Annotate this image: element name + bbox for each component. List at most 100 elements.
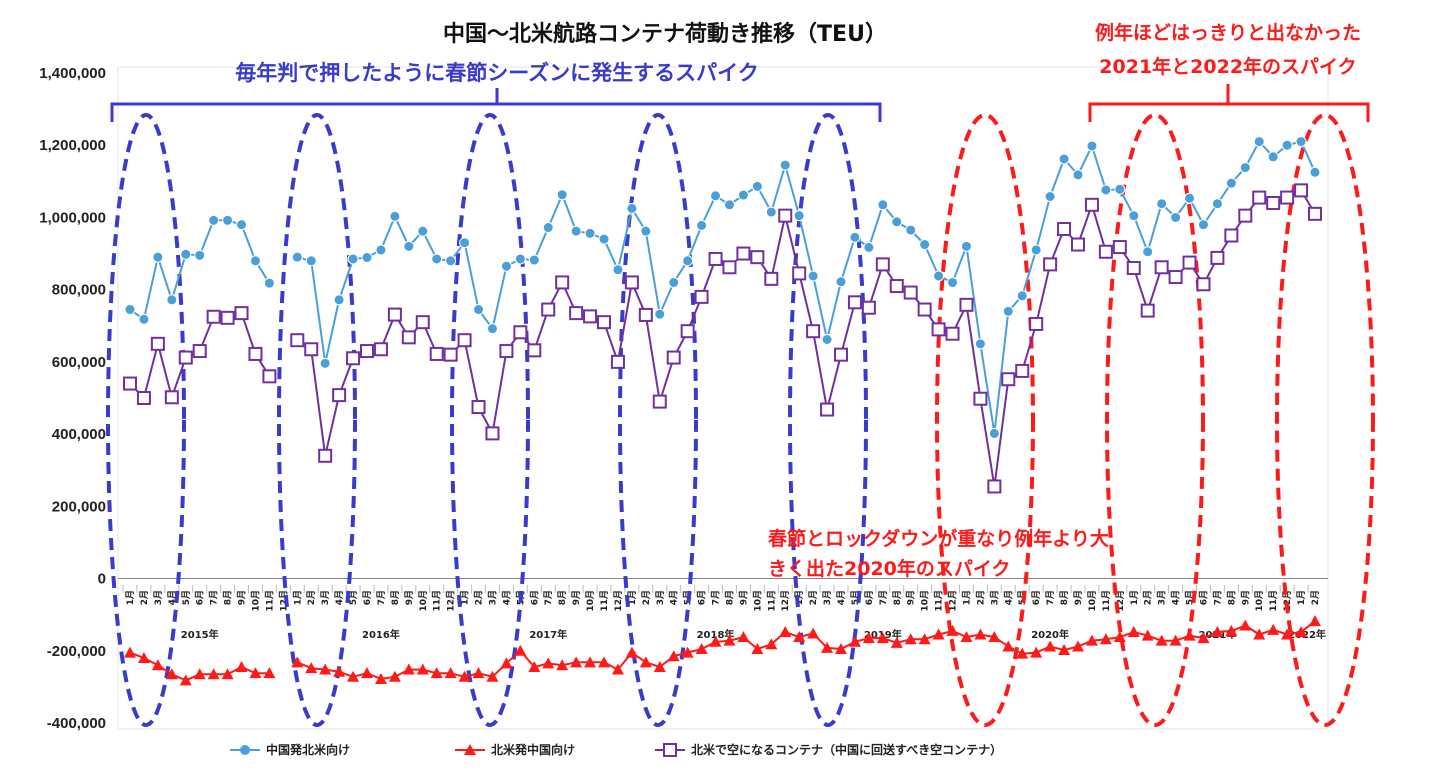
x-tick-label: 7月 xyxy=(543,590,554,605)
data-point xyxy=(542,657,555,669)
data-point xyxy=(946,624,959,636)
x-tick-label: 6月 xyxy=(195,590,206,605)
series-layer xyxy=(123,136,1322,686)
x-tick-label: 4月 xyxy=(1003,590,1014,605)
data-point xyxy=(1044,191,1056,202)
data-point xyxy=(723,199,735,211)
data-point xyxy=(1071,237,1085,252)
x-tick-label: 10月 xyxy=(752,590,763,612)
data-point xyxy=(891,216,903,228)
data-point xyxy=(1253,136,1265,148)
x-tick-label: 2月 xyxy=(975,590,986,605)
data-point xyxy=(750,250,765,265)
data-point xyxy=(458,670,471,682)
data-point xyxy=(1225,624,1238,636)
data-point xyxy=(751,642,764,654)
data-point xyxy=(1058,644,1071,656)
data-point xyxy=(1211,198,1223,210)
x-tick-label: 3月 xyxy=(1157,590,1168,605)
data-point xyxy=(499,344,514,359)
data-point xyxy=(680,324,695,339)
data-point xyxy=(821,641,834,653)
data-point xyxy=(1267,623,1280,635)
x-tick-label: 8月 xyxy=(1226,590,1237,605)
spike-ellipse-blue xyxy=(450,113,530,727)
data-point xyxy=(291,656,304,668)
data-point xyxy=(1001,372,1016,387)
data-point xyxy=(849,231,861,243)
y-tick-label: -200,000 xyxy=(47,643,106,660)
data-point xyxy=(387,307,402,322)
x-tick-label: 12月 xyxy=(780,590,791,612)
data-point xyxy=(138,313,150,325)
x-tick-label: 1月 xyxy=(292,590,303,605)
data-point xyxy=(220,310,235,325)
data-point xyxy=(862,632,875,644)
chart-title: 中国～北米航路コンテナ荷動き推移（TEU） xyxy=(443,21,887,47)
x-tick-label: 10月 xyxy=(1087,590,1098,612)
x-tick-label: 3月 xyxy=(320,590,331,605)
data-point xyxy=(1295,626,1308,637)
data-point xyxy=(570,656,583,668)
data-point xyxy=(1141,629,1154,641)
x-tick-label: 5月 xyxy=(348,590,359,605)
data-point xyxy=(1239,162,1251,174)
data-point xyxy=(903,285,918,300)
data-point xyxy=(821,334,833,345)
y-tick-label: 1,400,000 xyxy=(39,65,106,82)
data-point xyxy=(1225,177,1237,189)
data-point xyxy=(890,636,903,648)
data-point xyxy=(904,633,917,645)
data-point xyxy=(430,667,443,679)
x-tick-label: 3月 xyxy=(655,590,666,605)
x-tick-label: 11月 xyxy=(766,590,777,612)
x-tick-label: 7月 xyxy=(878,590,889,605)
x-tick-label: 1月 xyxy=(627,590,638,605)
bracket-blue xyxy=(110,88,882,122)
x-tick-label: 8月 xyxy=(1059,590,1070,605)
x-tick-label: 7月 xyxy=(376,590,387,605)
data-point xyxy=(1015,363,1030,378)
data-point xyxy=(1280,190,1295,205)
data-point xyxy=(150,336,165,351)
data-point xyxy=(1002,305,1014,317)
data-point xyxy=(1002,640,1015,652)
data-point xyxy=(960,631,973,643)
data-point xyxy=(361,252,373,264)
data-point xyxy=(1072,640,1084,652)
data-point xyxy=(222,214,234,226)
x-tick-label: 10月 xyxy=(585,590,596,612)
data-point xyxy=(319,663,332,675)
x-tick-label: 6月 xyxy=(1031,590,1042,605)
x-tick-label: 6月 xyxy=(362,590,373,605)
data-point xyxy=(528,661,541,673)
data-point xyxy=(1155,634,1168,646)
data-point xyxy=(987,479,1002,494)
data-point xyxy=(180,248,192,260)
x-tick-label: 7月 xyxy=(1212,590,1223,605)
y-tick-label: -400,000 xyxy=(47,715,106,732)
data-point xyxy=(1057,222,1072,236)
data-point xyxy=(514,644,527,656)
data-point xyxy=(431,253,443,265)
data-point xyxy=(206,309,221,324)
data-point xyxy=(1058,153,1070,165)
data-point xyxy=(1084,197,1099,212)
data-point xyxy=(919,239,931,251)
legend-label: 北米発中国向け xyxy=(491,742,575,757)
x-tick-label: 2月 xyxy=(1143,590,1154,605)
data-point xyxy=(974,628,987,640)
bracket-red xyxy=(1088,84,1370,122)
series-line xyxy=(297,139,1316,434)
data-point xyxy=(988,631,1001,643)
data-point xyxy=(416,663,429,675)
data-point xyxy=(1112,240,1127,255)
data-point xyxy=(960,240,972,252)
data-point xyxy=(347,670,360,682)
data-point xyxy=(1127,626,1140,637)
x-tick-label: 11月 xyxy=(1101,590,1112,612)
data-point xyxy=(443,347,458,362)
data-point xyxy=(262,369,277,384)
data-point xyxy=(415,315,430,330)
x-tick-label: 11月 xyxy=(432,590,443,612)
